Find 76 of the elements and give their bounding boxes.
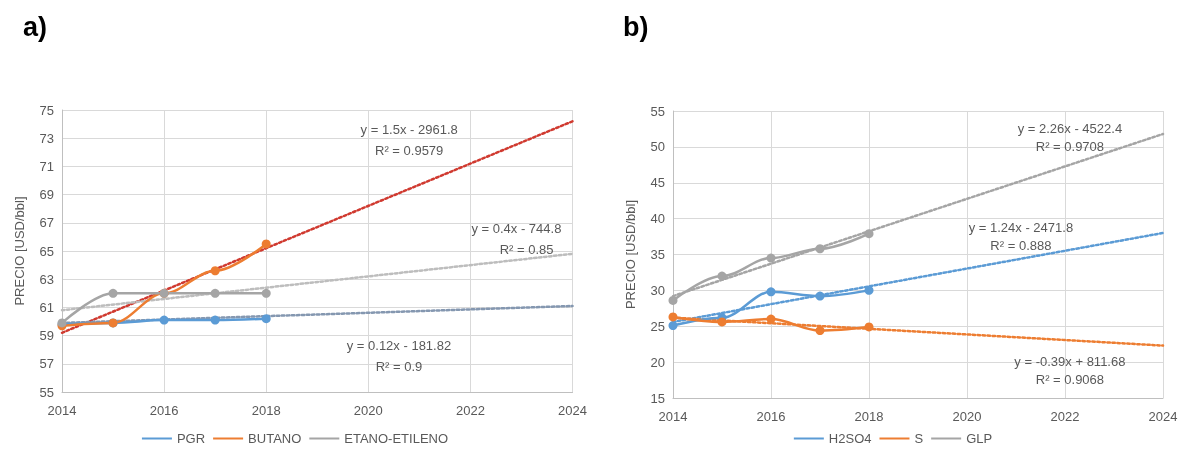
y-tick-label: 15 xyxy=(650,390,665,406)
x-tick-label: 2014 xyxy=(658,409,688,424)
x-tick-label: 2018 xyxy=(251,403,281,418)
point xyxy=(815,291,825,301)
y-tick-label: 65 xyxy=(39,243,54,259)
x-tick-label: 2018 xyxy=(854,409,884,424)
y-tick-label: 30 xyxy=(650,282,665,298)
point xyxy=(717,271,727,281)
y-tick-label: 55 xyxy=(650,103,665,119)
point xyxy=(261,239,271,249)
x-tick-label: 2022 xyxy=(455,403,485,418)
y-tick-label: 59 xyxy=(39,328,54,344)
x-tick-label: 2020 xyxy=(952,409,982,424)
x-tick-label: 2024 xyxy=(1148,409,1178,424)
point xyxy=(766,287,776,297)
point xyxy=(159,315,169,325)
chart-title: a) xyxy=(23,11,48,42)
annotation: R² = 0.888 xyxy=(990,237,1052,253)
point xyxy=(815,326,825,336)
point xyxy=(210,266,220,276)
y-tick-label: 63 xyxy=(39,271,54,287)
y-tick-label: 20 xyxy=(650,354,665,370)
point xyxy=(668,295,678,305)
x-tick-label: 2016 xyxy=(149,403,179,418)
y-tick-label: 45 xyxy=(650,175,665,191)
annotation: y = 2.26x - 4522.4 xyxy=(1017,120,1123,136)
x-tick-label: 2022 xyxy=(1050,409,1080,424)
annotation: R² = 0.85 xyxy=(499,242,554,258)
x-tick-label: 2024 xyxy=(558,403,587,418)
point xyxy=(864,322,874,332)
y-tick-label: 61 xyxy=(39,299,54,315)
point xyxy=(668,312,678,322)
point xyxy=(717,317,727,327)
y-tick-label: 55 xyxy=(39,384,54,400)
point xyxy=(766,253,776,263)
point xyxy=(210,315,220,325)
y-axis-title: PRECIO [USD/bbl] xyxy=(623,199,638,310)
legend-label: ETANO-ETILENO xyxy=(344,431,449,446)
annotation: R² = 0.9579 xyxy=(375,143,444,159)
y-tick-label: 75 xyxy=(39,102,54,118)
annotation: y = -0.39x + 811.68 xyxy=(1014,353,1126,369)
y-tick-label: 40 xyxy=(650,211,665,227)
x-tick-label: 2020 xyxy=(353,403,383,418)
legend-label: GLP xyxy=(966,431,993,446)
annotation: y = 0.4x - 744.8 xyxy=(471,220,562,236)
legend-label: H2SO4 xyxy=(828,431,872,446)
point xyxy=(815,244,825,254)
annotation: R² = 0.9 xyxy=(375,359,423,375)
point xyxy=(108,288,118,298)
y-tick-label: 50 xyxy=(650,139,665,155)
chart-title: b) xyxy=(623,11,649,42)
y-tick-label: 67 xyxy=(39,215,54,231)
point xyxy=(864,285,874,295)
annotation: y = 0.12x - 181.82 xyxy=(346,337,452,353)
point xyxy=(261,314,271,324)
point xyxy=(261,288,271,298)
point xyxy=(210,288,220,298)
annotation: y = 1.24x - 2471.8 xyxy=(968,219,1074,235)
annotation: y = 1.5x - 2961.8 xyxy=(360,122,458,138)
y-axis-title: PRECIO [USD/bbl] xyxy=(12,196,27,306)
legend-label: PGR xyxy=(176,431,206,446)
y-tick-label: 69 xyxy=(39,187,54,203)
y-tick-label: 73 xyxy=(39,130,54,146)
y-tick-label: 71 xyxy=(39,158,54,174)
y-tick-label: 57 xyxy=(39,356,54,372)
x-tick-label: 2014 xyxy=(47,403,77,418)
annotation: R² = 0.9068 xyxy=(1035,371,1105,387)
y-tick-label: 35 xyxy=(650,247,665,262)
y-tick-label: 25 xyxy=(650,318,665,334)
annotation: R² = 0.9708 xyxy=(1035,139,1105,155)
legend-label: S xyxy=(914,431,924,446)
point xyxy=(668,321,678,331)
x-tick-label: 2016 xyxy=(756,409,786,424)
legend-label: BUTANO xyxy=(248,431,302,446)
point xyxy=(864,229,874,239)
point xyxy=(766,314,776,324)
